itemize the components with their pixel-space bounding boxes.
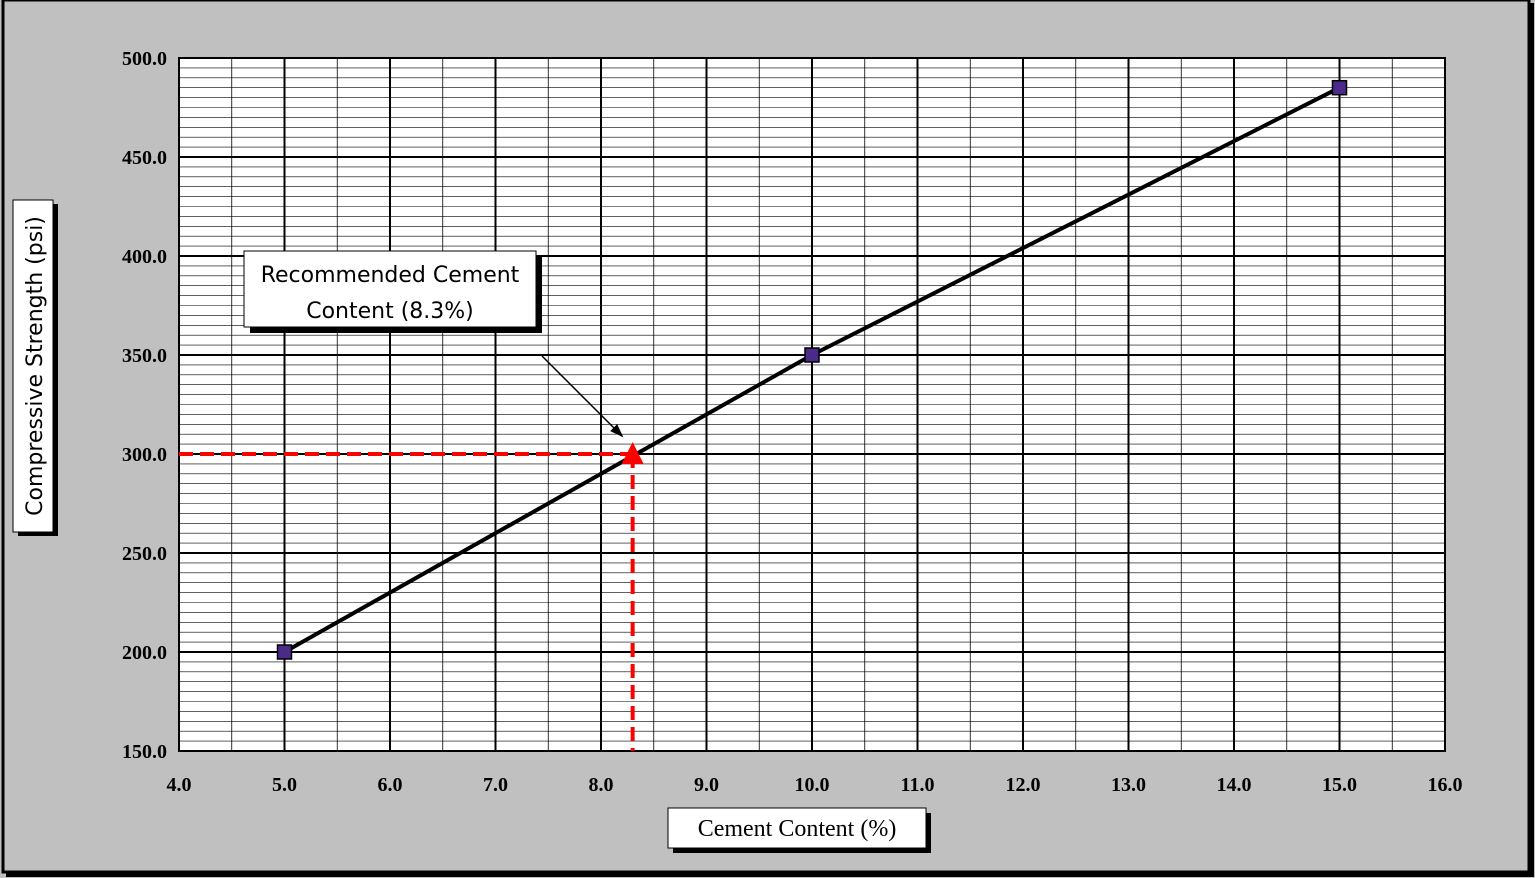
y-tick-label: 200.0	[122, 642, 167, 664]
y-tick-label: 350.0	[122, 345, 167, 367]
x-tick-label: 13.0	[1111, 774, 1146, 796]
data-point-marker	[804, 347, 820, 363]
y-tick-label: 400.0	[122, 246, 167, 268]
series-layer	[276, 79, 1348, 660]
x-tick-label: 7.0	[483, 774, 508, 796]
y-tick-label: 250.0	[122, 543, 167, 565]
y-axis-label-box	[12, 199, 54, 533]
y-tick-label: 500.0	[122, 48, 167, 70]
x-tick-label: 11.0	[901, 774, 935, 796]
annotation: Recommended Cement Content (8.3%)	[243, 250, 624, 438]
annotation-line-2: Content (8.3%)	[306, 299, 474, 324]
x-tick-label: 8.0	[589, 774, 614, 796]
x-tick-label: 12.0	[1006, 774, 1041, 796]
plot-border	[178, 57, 1446, 752]
x-tick-label: 6.0	[378, 774, 403, 796]
x-axis-label-group: Cement Content (%)	[667, 807, 931, 853]
chart-frame-shadow-right	[1529, 3, 1534, 877]
data-point-marker	[1331, 79, 1348, 96]
annotation-line-1: Recommended Cement	[261, 263, 520, 288]
y-tick-label: 450.0	[122, 147, 167, 169]
y-tick-label: 150.0	[122, 741, 167, 763]
annotation-arrow	[541, 355, 624, 438]
recommended-point-marker	[621, 442, 644, 464]
y-tick-label: 300.0	[122, 444, 167, 466]
y-axis-label-group: Compressive Strength (psi)	[12, 199, 58, 536]
x-tick-label: 16.0	[1428, 774, 1463, 796]
y-axis-ticks: 150.0 200.0 250.0 300.0 350.0 400.0 450.0 500.0	[122, 48, 167, 763]
y-axis-label: Compressive Strength (psi)	[23, 216, 48, 516]
chart-frame-shadow-bottom	[6, 872, 1532, 877]
x-tick-label: 5.0	[272, 774, 297, 796]
x-axis-label-box	[667, 807, 927, 849]
recommended-guides	[179, 452, 635, 751]
annotation-box	[243, 250, 537, 328]
x-tick-label: 4.0	[167, 774, 192, 796]
x-tick-label: 14.0	[1217, 774, 1252, 796]
x-tick-label: 10.0	[795, 774, 830, 796]
x-tick-label: 9.0	[694, 774, 719, 796]
x-tick-label: 15.0	[1322, 774, 1357, 796]
data-point-marker	[276, 644, 293, 660]
x-axis-label: Cement Content (%)	[698, 816, 897, 842]
x-axis-ticks: 4.0 5.0 6.0 7.0 8.0 9.0 10.0 11.0 12.0 13.0 14.0 15…	[167, 774, 1463, 796]
